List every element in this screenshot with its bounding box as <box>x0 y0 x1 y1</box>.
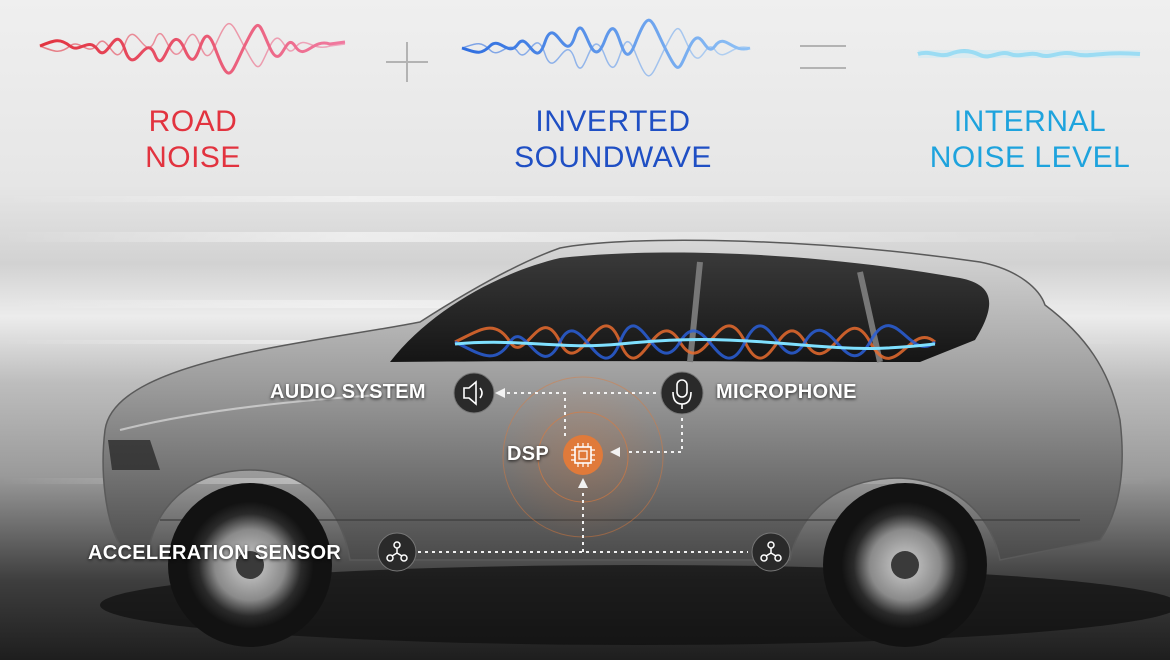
speaker-icon <box>453 372 495 414</box>
front-wheel <box>168 483 332 647</box>
acceleration-sensor-label: ACCELERATION SENSOR <box>88 542 342 564</box>
equals-icon <box>800 45 846 69</box>
cabin-waves <box>454 324 936 360</box>
road-noise-label: ROAD NOISE <box>93 104 293 176</box>
internal-noise-level-line1: INTERNAL <box>953 105 1107 138</box>
audio-system-label: AUDIO SYSTEM <box>270 381 426 403</box>
road-noise-line2: NOISE <box>145 141 241 174</box>
inverted-soundwave-wave <box>461 18 751 77</box>
microphone-icon <box>660 371 704 415</box>
inverted-soundwave-label: INVERTED SOUNDWAVE <box>493 104 733 176</box>
inverted-soundwave-line1: INVERTED <box>535 105 691 138</box>
internal-noise-level-line2: NOISE LEVEL <box>929 141 1131 174</box>
inverted-soundwave-line2: SOUNDWAVE <box>514 141 712 174</box>
dsp-label: DSP <box>507 443 550 465</box>
microphone-label: MICROPHONE <box>716 381 857 403</box>
arrow-left-icon <box>495 388 505 398</box>
motion-streak <box>0 232 1170 242</box>
internal-noise-level-label: INTERNAL NOISE LEVEL <box>915 104 1145 176</box>
acceleration-sensor-icon <box>377 532 417 572</box>
road-noise-line1: ROAD <box>148 105 238 138</box>
road-noise-wave <box>39 22 346 75</box>
internal-noise-wave <box>917 49 1141 59</box>
plus-icon <box>386 42 428 82</box>
arrow-left-icon <box>610 447 620 457</box>
motion-streak <box>0 196 1170 202</box>
chip-icon <box>563 435 603 475</box>
rear-wheel <box>823 483 987 647</box>
signal-lines <box>418 392 748 553</box>
acceleration-sensor-icon <box>751 532 791 572</box>
arrow-up-icon <box>578 478 588 488</box>
